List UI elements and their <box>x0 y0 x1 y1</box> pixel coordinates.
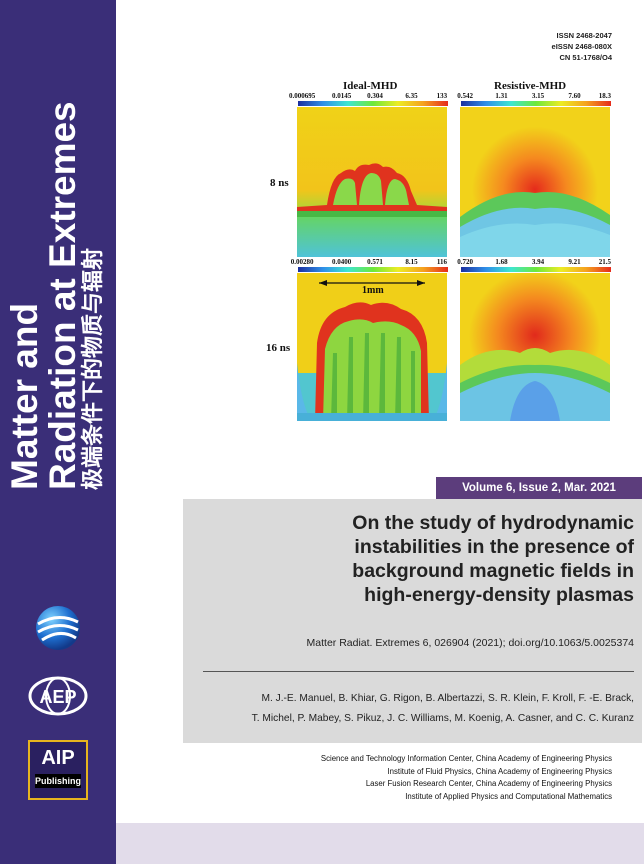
colorbar-tick: 0.000695 <box>288 92 316 100</box>
colorbar-bottom-right <box>461 267 611 272</box>
colorbar-ticks-top-left: 0.000695 0.0145 0.304 6.35 133 <box>289 92 448 102</box>
colorbar-tick: 6.35 <box>405 92 418 100</box>
colorbar-tick: 0.720 <box>457 258 473 266</box>
author-list: M. J.-E. Manuel, B. Khiar, G. Rigon, B. … <box>191 689 634 729</box>
article-title-line: instabilities in the presence of <box>354 536 634 558</box>
issn-block: ISSN 2468-2047 eISSN 2468-080X CN 51-176… <box>552 30 612 63</box>
article-box: On the study of hydrodynamic instabiliti… <box>183 499 642 743</box>
author-line: M. J.-E. Manuel, B. Khiar, G. Rigon, B. … <box>261 693 634 704</box>
journal-title-chinese: 极端条件下的物质与辐射 <box>81 247 106 490</box>
colorbar-tick: 21.5 <box>598 258 612 266</box>
affiliations: Science and Technology Information Cente… <box>321 753 612 803</box>
volume-issue-band: Volume 6, Issue 2, Mar. 2021 <box>436 477 642 499</box>
divider <box>203 671 634 672</box>
row-label-16ns: 16 ns <box>266 342 291 354</box>
article-title-line: background magnetic fields in <box>352 560 634 582</box>
figure-title-resistive-mhd: Resistive-MHD <box>494 80 567 92</box>
article-citation: Matter Radiat. Extremes 6, 026904 (2021)… <box>306 637 634 649</box>
panel-resistive-8ns <box>460 107 610 257</box>
colorbar-ticks-bottom-left: 0.00280 0.0400 0.571 8.15 116 <box>291 258 448 268</box>
affiliation-item: Laser Fusion Research Center, China Acad… <box>365 779 612 788</box>
issn-electronic: eISSN 2468-080X <box>551 42 612 51</box>
colorbar-tick: 0.0400 <box>331 258 352 266</box>
colorbar-tick: 1.31 <box>495 92 508 100</box>
panel-ideal-16ns <box>297 273 447 421</box>
colorbar-tick: 3.15 <box>531 92 545 100</box>
cn-number: CN 51-1768/O4 <box>559 53 612 62</box>
colorbar-tick: 8.15 <box>405 258 418 266</box>
aip-logo-text: AIP <box>41 747 75 769</box>
affiliation-item: Institute of Fluid Physics, China Academ… <box>387 766 613 776</box>
issn-print: ISSN 2468-2047 <box>556 31 612 40</box>
colorbar-top-right <box>461 101 611 106</box>
panel-resistive-16ns <box>460 273 610 421</box>
article-title-line: On the study of hydrodynamic <box>352 512 634 534</box>
row-label-8ns: 8 ns <box>270 177 289 189</box>
colorbar-tick: 0.304 <box>367 92 383 100</box>
article-title-line: high-energy-density plasmas <box>364 584 634 606</box>
journal-title-line1: Matter and <box>4 302 45 490</box>
colorbar-ticks-top-right: 0.542 1.31 3.15 7.60 18.3 <box>457 92 612 102</box>
author-line: T. Michel, P. Mabey, S. Pikuz, J. C. Wil… <box>251 713 634 724</box>
colorbar-tick: 18.3 <box>598 92 612 100</box>
scale-bar-label: 1mm <box>362 285 384 296</box>
journal-title: Matter and Radiation at Extremes <box>4 101 83 490</box>
colorbar-bottom-left <box>298 267 448 272</box>
aip-publishing-logo: AIP Publishing <box>28 740 88 800</box>
affiliation-item: Institute of Applied Physics and Computa… <box>405 791 612 801</box>
colorbar-tick: 0.00280 <box>290 258 314 266</box>
figure-title-ideal-mhd: Ideal-MHD <box>343 80 398 92</box>
colorbar-tick: 3.94 <box>531 258 545 266</box>
colorbar-tick: 133 <box>436 92 448 100</box>
bottom-band <box>116 823 644 864</box>
colorbar-top-left <box>298 101 448 106</box>
article-title: On the study of hydrodynamic instabiliti… <box>191 511 634 607</box>
caep-logo-icon: AEP <box>28 676 88 716</box>
colorbar-tick: 116 <box>436 258 447 266</box>
journal-spine: Matter and Radiation at Extremes 极端条件下的物… <box>0 0 116 864</box>
colorbar-tick: 9.21 <box>568 258 581 266</box>
globe-logo-icon <box>36 606 80 650</box>
colorbar-tick: 7.60 <box>568 92 581 100</box>
colorbar-tick: 0.542 <box>457 92 473 100</box>
colorbar-tick: 1.68 <box>495 258 508 266</box>
svg-text:AEP: AEP <box>39 687 76 707</box>
colorbar-ticks-bottom-right: 0.720 1.68 3.94 9.21 21.5 <box>457 258 612 268</box>
journal-title-line2: Radiation at Extremes <box>42 101 83 490</box>
panel-ideal-8ns <box>297 107 447 257</box>
aip-logo-subtext: Publishing <box>35 774 81 788</box>
colorbar-tick: 0.571 <box>367 258 383 266</box>
colorbar-tick: 0.0145 <box>331 92 352 100</box>
affiliation-item: Science and Technology Information Cente… <box>320 754 612 763</box>
